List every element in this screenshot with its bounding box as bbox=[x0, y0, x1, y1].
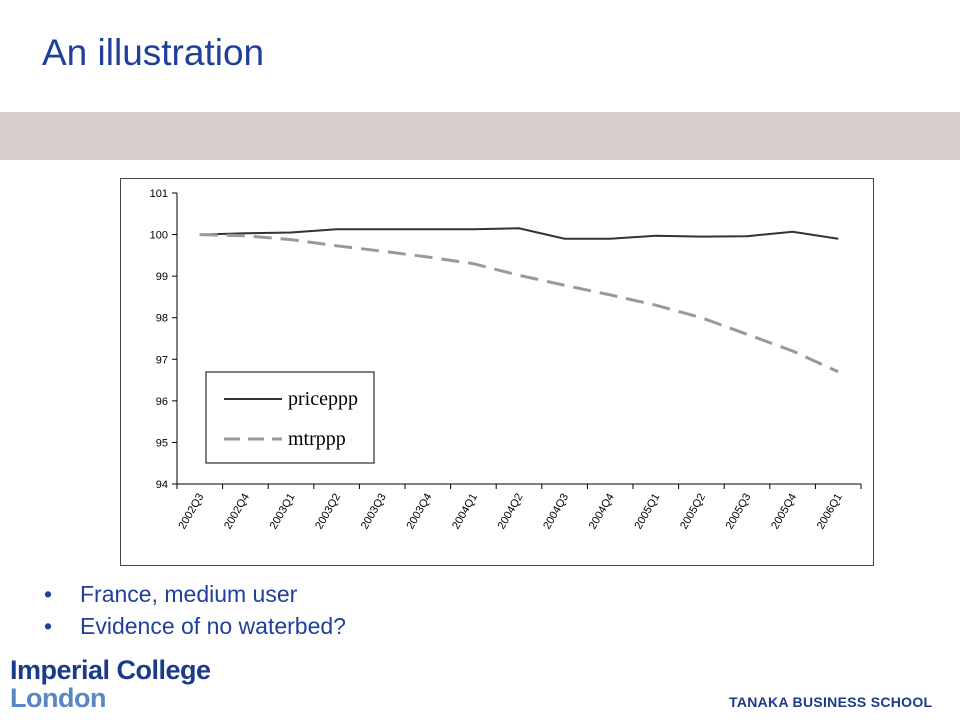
x-tick-label: 2005Q2 bbox=[678, 492, 708, 532]
x-tick-label: 2002Q4 bbox=[222, 492, 252, 532]
y-tick-label: 94 bbox=[156, 479, 168, 491]
slide-title: An illustration bbox=[42, 32, 265, 73]
y-tick-label: 100 bbox=[150, 230, 168, 242]
y-tick-label: 99 bbox=[156, 271, 168, 283]
bullet-item: • Evidence of no waterbed? bbox=[44, 610, 346, 642]
legend-label-mtrppp: mtrppp bbox=[288, 428, 346, 450]
line-chart: 94 95 96 97 98 99 100 101 2002Q3 2002Q4 2003Q1 2003… bbox=[150, 188, 862, 532]
x-tick-label: 2006Q1 bbox=[815, 492, 845, 532]
x-tick-label: 2005Q4 bbox=[769, 492, 799, 532]
series-line-mtrppp bbox=[199, 233, 839, 374]
legend-box bbox=[205, 371, 375, 464]
logo-line-1: Imperial College bbox=[10, 655, 211, 685]
y-tick-label: 97 bbox=[156, 354, 168, 366]
y-tick-label: 95 bbox=[156, 437, 168, 449]
x-tick-label: 2003Q1 bbox=[268, 492, 298, 532]
x-tick-label: 2003Q4 bbox=[404, 492, 434, 532]
x-tick-label: 2005Q3 bbox=[724, 492, 754, 532]
bullet-text: France, medium user bbox=[80, 581, 298, 607]
logo-line-2: London bbox=[10, 683, 106, 713]
x-tick-label: 2004Q2 bbox=[496, 492, 526, 532]
x-tick-label: 2005Q1 bbox=[632, 492, 662, 532]
title-band bbox=[0, 112, 960, 160]
legend-label-priceppp: priceppp bbox=[288, 388, 358, 410]
x-tick-label: 2002Q3 bbox=[176, 492, 206, 532]
y-tick-label: 96 bbox=[156, 396, 168, 408]
bullet-dot: • bbox=[44, 581, 53, 607]
x-tick-label: 2003Q2 bbox=[313, 492, 343, 532]
series-line-priceppp bbox=[199, 227, 839, 240]
y-tick-label: 101 bbox=[150, 188, 168, 200]
x-tick-label: 2003Q3 bbox=[359, 492, 389, 532]
imperial-college-logo: Imperial College London bbox=[10, 656, 211, 712]
bullet-item: • France, medium user bbox=[44, 578, 346, 610]
y-tick-label: 98 bbox=[156, 313, 168, 325]
x-tick-label: 2004Q1 bbox=[450, 492, 480, 532]
bullet-list: • France, medium user • Evidence of no wat… bbox=[44, 578, 346, 642]
bullet-text: Evidence of no waterbed? bbox=[80, 613, 346, 639]
chart-frame: 94 95 96 97 98 99 100 101 2002Q3 2002Q4 2003Q1 2003… bbox=[120, 178, 874, 566]
school-name: TANAKA BUSINESS SCHOOL bbox=[729, 694, 933, 710]
x-tick-label: 2004Q4 bbox=[587, 492, 617, 532]
bullet-dot: • bbox=[44, 613, 53, 639]
x-tick-label: 2004Q3 bbox=[541, 492, 571, 532]
